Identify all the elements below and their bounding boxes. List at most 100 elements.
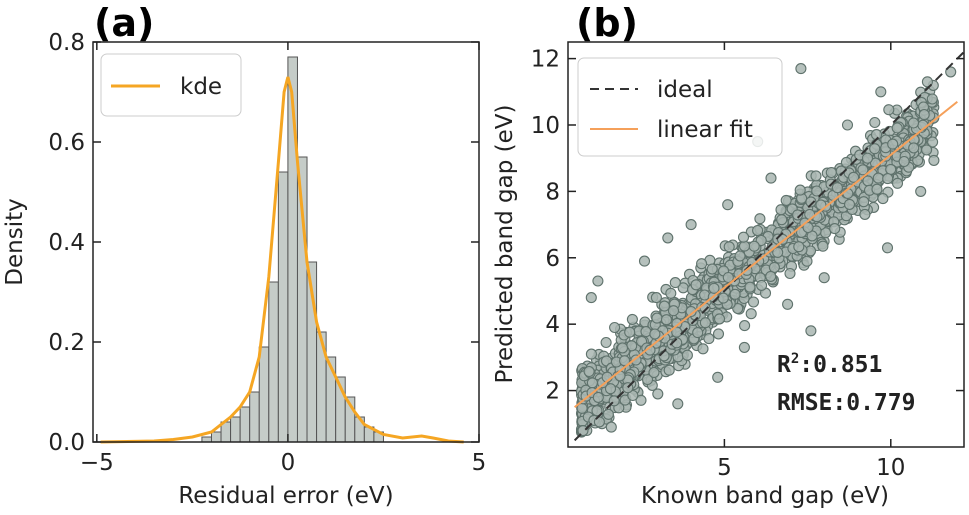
scatter-point	[810, 170, 822, 182]
panel-b-x-ticks: 5 10	[717, 42, 905, 481]
scatter-point	[918, 109, 930, 121]
scatter-point	[792, 209, 804, 221]
histogram-bar	[268, 281, 279, 443]
panel-b-plot-frame	[567, 41, 965, 448]
panel-a-y-axis-label: Density	[2, 198, 28, 285]
y-tick-label: 0.0	[48, 430, 85, 456]
panel-b: (b) 5 10 2 4 6 8 10 12 Known band gap (eV) Pre…	[492, 1, 965, 509]
scatter-point	[648, 366, 660, 379]
panel-b-stats: R2:0.851 RMSE:0.779	[777, 351, 915, 416]
scatter-point	[915, 185, 927, 197]
scatter-point	[722, 271, 734, 284]
scatter-point	[723, 241, 735, 253]
panel-a-x-ticks: −5 0 5	[80, 42, 486, 476]
scatter-point	[794, 184, 806, 196]
scatter-point	[685, 219, 697, 231]
panel-b-r2-superscript: 2	[791, 351, 799, 367]
histogram-bar	[277, 171, 289, 443]
scatter-point	[877, 193, 889, 205]
scatter-point	[754, 213, 766, 225]
histogram-bar	[210, 431, 222, 443]
scatter-point	[945, 66, 957, 78]
scatter-point	[616, 342, 629, 354]
scatter-point	[729, 288, 741, 300]
panel-a-x-axis-label: Residual error (eV)	[178, 483, 393, 509]
y-tick-label: 8	[545, 179, 560, 205]
scatter-point	[857, 164, 869, 176]
scatter-point	[883, 104, 895, 116]
y-tick-label: 0.2	[48, 330, 85, 356]
panel-b-r2-stat: R2:0.851	[777, 351, 882, 378]
scatter-point	[859, 208, 871, 220]
scatter-point	[869, 116, 881, 129]
scatter-point	[652, 388, 664, 400]
panel-b-r2-value: :0.851	[799, 352, 882, 378]
scatter-point	[818, 272, 830, 284]
panel-a: (a) −5 0 5 0.0 0.2 0.4 0.6 0.8 Residual error …	[2, 1, 486, 509]
scatter-point	[663, 364, 675, 376]
panel-a-y-ticks: 0.0 0.2 0.4 0.6 0.8	[48, 30, 479, 456]
scatter-point	[907, 117, 920, 129]
scatter-point	[831, 182, 843, 194]
scatter-point	[795, 63, 807, 75]
scatter-point	[921, 144, 933, 156]
histogram-bar	[249, 391, 260, 443]
scatter-point	[619, 355, 631, 367]
scatter-point	[672, 398, 684, 410]
scatter-point	[737, 231, 750, 243]
panel-b-r2-letter: R	[777, 352, 791, 378]
scatter-point	[609, 321, 621, 334]
scatter-point	[614, 370, 626, 382]
x-tick-label: −5	[80, 450, 114, 476]
scatter-point	[585, 348, 597, 360]
scatter-point	[871, 183, 883, 195]
scatter-point	[829, 223, 841, 235]
scatter-point	[591, 405, 603, 417]
scatter-point	[825, 166, 837, 179]
scatter-point	[752, 224, 764, 237]
scatter-point	[802, 221, 814, 234]
scatter-point	[671, 326, 683, 338]
x-tick-label: 5	[472, 450, 487, 476]
scatter-point	[926, 93, 938, 105]
scatter-point	[776, 214, 788, 226]
scatter-point	[811, 185, 823, 197]
scatter-point	[703, 333, 715, 345]
scatter-point	[780, 194, 792, 206]
scatter-point	[784, 267, 796, 280]
y-tick-label: 0.8	[48, 30, 85, 56]
panel-b-y-ticks: 2 4 6 8 10 12	[531, 47, 964, 405]
scatter-point	[658, 300, 670, 312]
scatter-point	[699, 317, 711, 329]
scatter-point	[891, 177, 904, 189]
scatter-point	[708, 282, 720, 294]
scatter-point	[592, 391, 604, 403]
scatter-point	[817, 240, 829, 252]
scatter-point	[869, 143, 881, 155]
histogram-bar	[239, 406, 251, 443]
panel-a-kde-line	[100, 76, 464, 444]
scatter-point	[765, 270, 777, 282]
scatter-point	[713, 313, 726, 325]
y-tick-label: 6	[545, 246, 560, 272]
scatter-point	[712, 371, 724, 383]
scatter-point	[908, 142, 920, 154]
scatter-point	[577, 425, 589, 437]
y-tick-label: 4	[545, 312, 560, 338]
scatter-point	[739, 320, 751, 332]
scatter-point	[756, 279, 768, 291]
scatter-point	[885, 163, 897, 175]
panel-b-legend-fit-label: linear fit	[657, 117, 753, 143]
scatter-point	[872, 172, 884, 184]
panel-b-linear-fit-line	[574, 100, 958, 408]
scatter-point	[887, 138, 899, 150]
scatter-point	[882, 173, 894, 185]
scatter-point	[744, 281, 756, 293]
scatter-point	[626, 313, 638, 325]
scatter-point	[881, 242, 894, 254]
scatter-point	[649, 328, 661, 340]
scatter-point	[898, 155, 910, 168]
scatter-point	[782, 298, 794, 310]
scatter-point	[690, 279, 702, 291]
histogram-bar	[258, 346, 270, 443]
